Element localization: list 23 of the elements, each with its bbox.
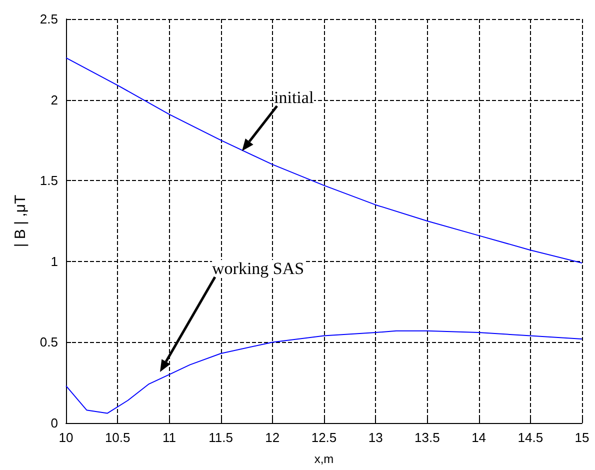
x-tick-label: 12 (265, 430, 280, 445)
line-series (66, 330, 582, 414)
y-tick-label: 0 (50, 416, 58, 430)
x-tick-label: 11 (162, 430, 176, 445)
y-tick-label: 0.5 (40, 334, 58, 350)
line-series (66, 57, 582, 264)
x-tick-label: 13 (368, 430, 383, 445)
y-tick-label: 2.5 (40, 12, 58, 26)
y-axis-title: | B | ,μT (12, 194, 29, 248)
x-tick-label: 13.5 (414, 430, 440, 445)
x-tick-label: 15 (574, 430, 590, 445)
x-axis-title: x,m (314, 452, 334, 466)
x-tick-label: 10 (58, 430, 74, 445)
y-tick-label: 1 (50, 254, 58, 269)
x-tick-label: 11.5 (208, 430, 233, 445)
y-tick-label: 2 (50, 92, 58, 108)
x-tick-label: 14 (472, 430, 486, 445)
x-tick-label: 14.5 (518, 430, 544, 445)
x-tick-label: 10.5 (104, 430, 130, 445)
annotation: working SAS (212, 259, 304, 278)
y-tick-label: 1.5 (40, 173, 58, 188)
x-tick-label: 12.5 (311, 430, 337, 445)
annotation: initial (274, 88, 314, 107)
